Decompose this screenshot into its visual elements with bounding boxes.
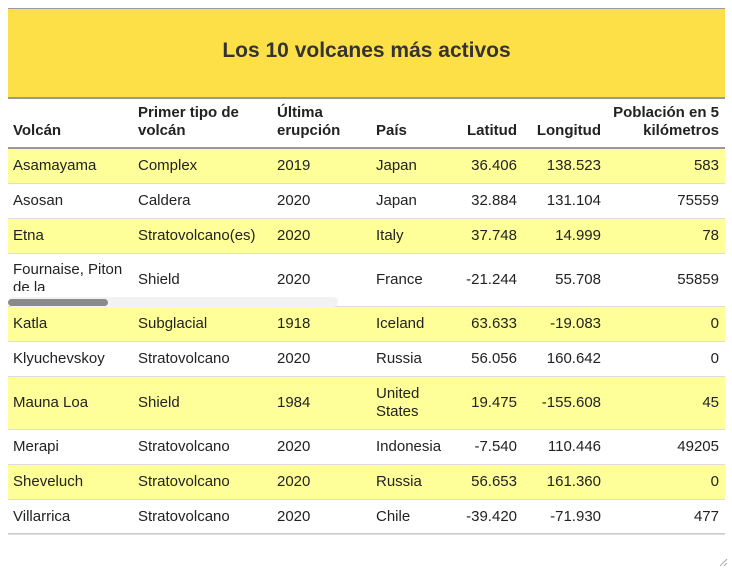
- cell-volcan: Merapi: [8, 429, 133, 465]
- table-title: Los 10 volcanes más activos: [222, 39, 511, 62]
- cell-pais: Japan: [371, 148, 453, 184]
- cell-pais: United States: [371, 376, 453, 430]
- cell-latitud: 32.884: [453, 183, 523, 219]
- cell-longitud: 161.360: [523, 464, 607, 500]
- volcano-table: Volcán Primer tipo de volcán Última erup…: [8, 98, 725, 535]
- cell-poblacion: 75559: [607, 183, 725, 219]
- table-row: Villarrica Stratovolcano 2020 Chile -39.…: [8, 499, 725, 535]
- header-pais[interactable]: País: [371, 98, 453, 149]
- cell-pais: Japan: [371, 183, 453, 219]
- table-row: Sheveluch Stratovolcano 2020 Russia 56.6…: [8, 464, 725, 500]
- cell-poblacion: 0: [607, 306, 725, 342]
- cell-volcan: Klyuchevskoy: [8, 341, 133, 377]
- header-volcan[interactable]: Volcán: [8, 98, 133, 149]
- header-erupcion[interactable]: Última erupción: [272, 98, 371, 149]
- cell-erupcion: 2020: [272, 183, 371, 219]
- table-row: Asosan Caldera 2020 Japan 32.884 131.104…: [8, 183, 725, 219]
- table-row: Merapi Stratovolcano 2020 Indonesia -7.5…: [8, 429, 725, 465]
- cell-latitud: 63.633: [453, 306, 523, 342]
- table-row: Etna Stratovolcano(es) 2020 Italy 37.748…: [8, 218, 725, 254]
- cell-pais: Iceland: [371, 306, 453, 342]
- cell-volcan: Sheveluch: [8, 464, 133, 500]
- cell-volcan: Katla: [8, 306, 133, 342]
- table-row: Asamayama Complex 2019 Japan 36.406 138.…: [8, 148, 725, 184]
- table-row: Mauna Loa Shield 1984 United States 19.4…: [8, 376, 725, 430]
- cell-erupcion: 1918: [272, 306, 371, 342]
- scrollbar-thumb[interactable]: [8, 299, 108, 306]
- cell-poblacion: 45: [607, 376, 725, 430]
- cell-pais: Chile: [371, 499, 453, 535]
- resize-grip-icon[interactable]: [718, 557, 728, 567]
- cell-poblacion: 55859: [607, 253, 725, 307]
- horizontal-scrollbar[interactable]: [8, 297, 338, 307]
- cell-latitud: 19.475: [453, 376, 523, 430]
- cell-latitud: 36.406: [453, 148, 523, 184]
- cell-poblacion: 49205: [607, 429, 725, 465]
- cell-erupcion: 1984: [272, 376, 371, 430]
- cell-latitud: -39.420: [453, 499, 523, 535]
- cell-erupcion: 2020: [272, 218, 371, 254]
- cell-latitud: 56.653: [453, 464, 523, 500]
- cell-pais: Italy: [371, 218, 453, 254]
- cell-pais: Russia: [371, 464, 453, 500]
- header-poblacion[interactable]: Población en 5 kilómetros: [607, 98, 725, 149]
- cell-pais: Russia: [371, 341, 453, 377]
- cell-tipo: Complex: [133, 148, 272, 184]
- cell-longitud: 138.523: [523, 148, 607, 184]
- cell-poblacion: 477: [607, 499, 725, 535]
- header-latitud[interactable]: Latitud: [453, 98, 523, 149]
- title-bar: Los 10 volcanes más activos: [8, 8, 725, 99]
- cell-longitud: -155.608: [523, 376, 607, 430]
- cell-longitud: 131.104: [523, 183, 607, 219]
- cell-poblacion: 0: [607, 464, 725, 500]
- cell-erupcion: 2020: [272, 429, 371, 465]
- cell-tipo: Stratovolcano(es): [133, 218, 272, 254]
- cell-erupcion: 2020: [272, 341, 371, 377]
- cell-tipo: Caldera: [133, 183, 272, 219]
- cell-pais: Indonesia: [371, 429, 453, 465]
- cell-tipo: Stratovolcano: [133, 464, 272, 500]
- cell-volcan: Asosan: [8, 183, 133, 219]
- cell-tipo: Shield: [133, 376, 272, 430]
- cell-latitud: 56.056: [453, 341, 523, 377]
- volcano-table-widget: Los 10 volcanes más activos Volcán Prime…: [8, 8, 725, 535]
- cell-longitud: 14.999: [523, 218, 607, 254]
- cell-longitud: 110.446: [523, 429, 607, 465]
- cell-volcan: Asamayama: [8, 148, 133, 184]
- cell-erupcion: 2019: [272, 148, 371, 184]
- cell-volcan: Etna: [8, 218, 133, 254]
- cell-longitud: -71.930: [523, 499, 607, 535]
- cell-latitud: 37.748: [453, 218, 523, 254]
- cell-tipo: Stratovolcano: [133, 341, 272, 377]
- cell-longitud: 55.708: [523, 253, 607, 307]
- header-longitud[interactable]: Longitud: [523, 98, 607, 149]
- header-tipo[interactable]: Primer tipo de volcán: [133, 98, 272, 149]
- cell-erupcion: 2020: [272, 464, 371, 500]
- table-row: Klyuchevskoy Stratovolcano 2020 Russia 5…: [8, 341, 725, 377]
- table-row: Katla Subglacial 1918 Iceland 63.633 -19…: [8, 306, 725, 342]
- cell-poblacion: 78: [607, 218, 725, 254]
- bottom-divider: [8, 533, 725, 534]
- cell-longitud: -19.083: [523, 306, 607, 342]
- cell-poblacion: 0: [607, 341, 725, 377]
- cell-erupcion: 2020: [272, 499, 371, 535]
- cell-tipo: Subglacial: [133, 306, 272, 342]
- cell-volcan-text: Fournaise, Piton de la: [13, 260, 123, 291]
- header-row: Volcán Primer tipo de volcán Última erup…: [8, 98, 725, 149]
- cell-volcan: Mauna Loa: [8, 376, 133, 430]
- cell-volcan: Villarrica: [8, 499, 133, 535]
- cell-pais: France: [371, 253, 453, 307]
- cell-tipo: Stratovolcano: [133, 499, 272, 535]
- cell-latitud: -21.244: [453, 253, 523, 307]
- cell-poblacion: 583: [607, 148, 725, 184]
- cell-tipo: Stratovolcano: [133, 429, 272, 465]
- cell-longitud: 160.642: [523, 341, 607, 377]
- cell-latitud: -7.540: [453, 429, 523, 465]
